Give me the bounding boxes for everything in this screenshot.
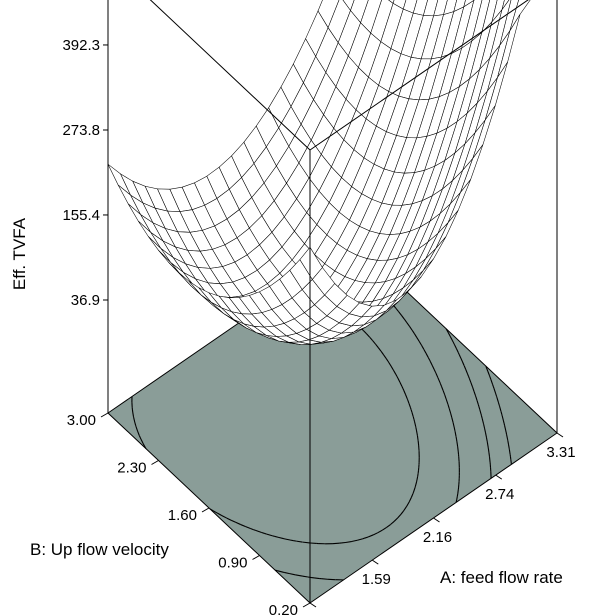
y-tick-label: 0.90 <box>218 555 247 572</box>
y-tick-label: 0.20 <box>269 602 298 615</box>
y-tick-label: 1.60 <box>168 507 197 524</box>
y-tick <box>100 412 109 418</box>
box-edge-front-top-left <box>149 0 311 151</box>
y-axis-title: B: Up flow velocity <box>30 540 169 559</box>
y-tick <box>151 460 159 465</box>
box-edge-front-top-right <box>309 0 529 151</box>
x-tick <box>495 474 503 480</box>
x-tick <box>556 432 564 438</box>
x-tick <box>433 517 440 523</box>
x-axis-title: A: feed flow rate <box>440 568 563 587</box>
z-tick-label: 36.9 <box>71 292 100 309</box>
y-tick <box>201 507 210 513</box>
response-surface <box>107 0 531 345</box>
plot-box-front <box>149 0 529 603</box>
z-axis-title: Eff. TVFA <box>10 217 29 290</box>
y-tick-label: 2.30 <box>117 460 146 477</box>
y-tick <box>302 602 311 608</box>
floor-contour-380 <box>445 328 492 479</box>
floor-contour-460 <box>485 365 512 465</box>
x-tick <box>309 602 317 608</box>
x-tick-label: 2.74 <box>485 486 514 503</box>
z-tick-label: 273.8 <box>62 122 100 139</box>
x-tick-label: 3.31 <box>546 444 575 461</box>
y-tick-label: 3.00 <box>67 412 96 429</box>
z-tick-label: 155.4 <box>62 207 100 224</box>
surface-cell <box>299 246 323 280</box>
axis-ticks: 36.9155.4273.8392.3510.70.200.901.602.30… <box>62 37 575 615</box>
z-tick-label: 392.3 <box>62 37 100 54</box>
x-tick <box>372 559 379 565</box>
x-tick-label: 2.16 <box>423 529 452 546</box>
y-tick <box>252 555 260 560</box>
x-tick-label: 1.59 <box>362 571 391 588</box>
